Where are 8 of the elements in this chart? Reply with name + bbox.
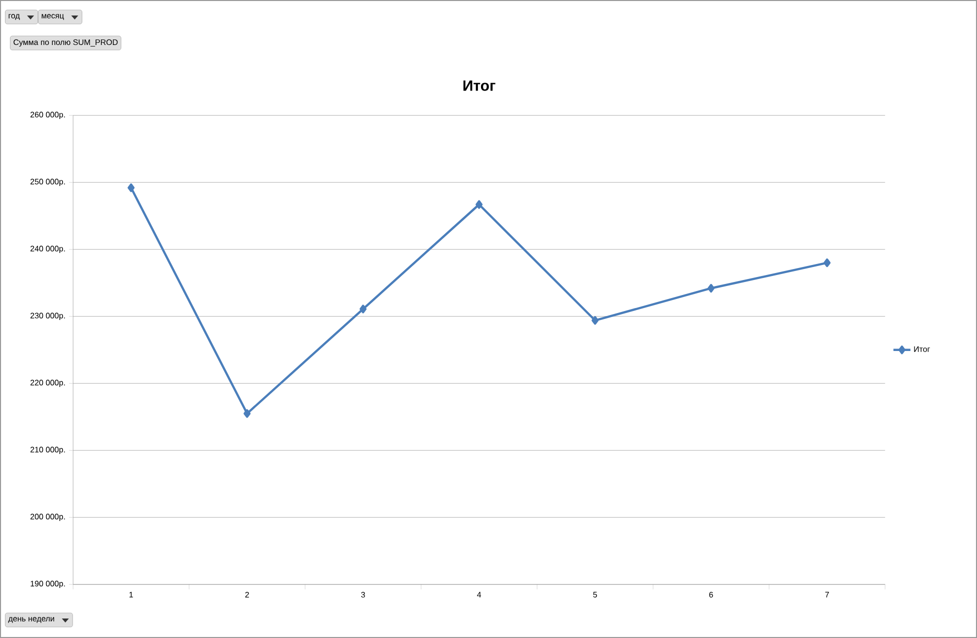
- point: [128, 183, 135, 192]
- point: [592, 316, 599, 325]
- point: [244, 409, 251, 418]
- chart-title: Итог: [463, 80, 496, 91]
- point: [476, 200, 483, 209]
- point: [824, 258, 831, 268]
- point: [708, 284, 715, 293]
- point: [360, 304, 367, 314]
